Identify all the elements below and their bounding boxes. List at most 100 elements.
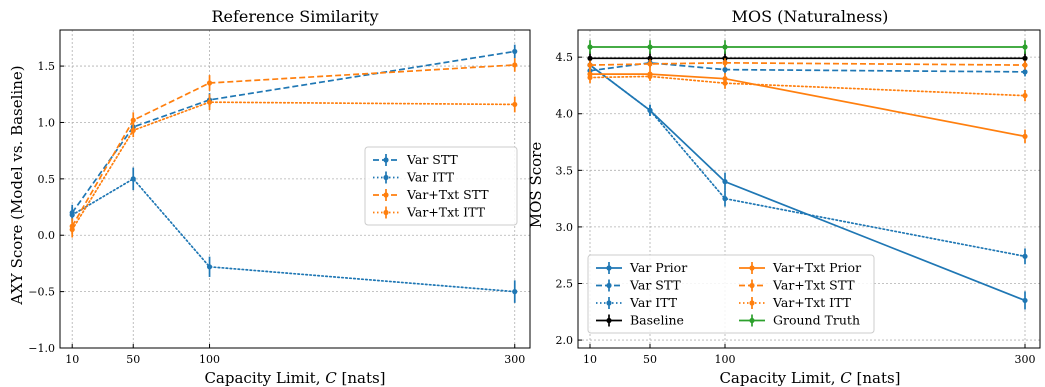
- data-point: [1022, 297, 1028, 304]
- data-point: [512, 48, 518, 55]
- data-point: [130, 117, 136, 123]
- data-point: [587, 62, 593, 68]
- legend-entry-baseline: Baseline: [596, 313, 684, 328]
- data-point: [512, 62, 518, 68]
- legend-label: Var+Txt STT: [406, 187, 489, 202]
- series-line: [589, 64, 1026, 258]
- data-point: [722, 80, 728, 86]
- legend-box: [587, 254, 875, 334]
- data-point: [722, 196, 728, 202]
- data-point: [512, 101, 518, 108]
- legend-label: Var+Txt ITT: [772, 295, 852, 310]
- x-tick-label: 300: [504, 353, 525, 366]
- series-line: [71, 50, 515, 214]
- data-point: [206, 264, 213, 270]
- y-tick-label: 2.5: [556, 277, 574, 290]
- series-var-txt-itt: [587, 71, 1028, 102]
- legend-label: Var ITT: [629, 295, 678, 310]
- series-ground-truth: [587, 40, 1028, 54]
- y-tick-label: 3.0: [556, 221, 574, 234]
- series-var-txt-stt: [587, 58, 1028, 70]
- x-tick-label: 10: [65, 353, 79, 366]
- x-tick-label: 50: [126, 353, 140, 366]
- right-y-axis-label: MOS Score: [527, 142, 545, 229]
- y-tick-label: 0.0: [38, 229, 56, 242]
- y-tick-label: 4.5: [556, 51, 574, 64]
- y-tick-label: 4.0: [556, 108, 574, 121]
- y-tick-label: −1.0: [28, 342, 55, 355]
- series-var-itt: [69, 167, 518, 303]
- legend-marker: [383, 157, 389, 163]
- legend-marker: [606, 282, 612, 289]
- data-point: [587, 44, 593, 50]
- plot-frame: [577, 29, 1041, 349]
- series-line: [71, 177, 516, 293]
- data-point: [722, 179, 728, 185]
- legend-marker: [383, 192, 389, 198]
- data-point: [647, 107, 653, 113]
- data-point: [69, 212, 75, 218]
- legend-box: [364, 146, 518, 226]
- series-line: [589, 61, 1026, 66]
- legend-marker: [606, 317, 612, 324]
- left-x-axis-label: Capacity Limit, C [nats]: [204, 369, 385, 387]
- data-point: [647, 55, 653, 61]
- legend-entry-var-txt-itt: Var+Txt ITT: [739, 295, 852, 310]
- legend-marker: [606, 300, 612, 306]
- data-point: [206, 99, 213, 105]
- x-tick-label: 100: [715, 353, 736, 366]
- legend-entry-var-txt-prior: Var+Txt Prior: [739, 260, 861, 275]
- data-point: [1022, 44, 1028, 50]
- legend-marker: [383, 174, 389, 181]
- x-tick-label: 300: [1015, 353, 1036, 366]
- data-point: [587, 55, 593, 61]
- legend-label: Var STT: [629, 278, 681, 293]
- data-point: [722, 44, 728, 50]
- data-point: [647, 73, 653, 79]
- legend-marker: [749, 282, 755, 289]
- x-tick-label: 100: [199, 353, 220, 366]
- data-point: [647, 44, 653, 50]
- legend-entry-var-stt: Var STT: [373, 152, 458, 167]
- legend-entry-var-stt: Var STT: [596, 278, 681, 293]
- data-point: [1022, 133, 1028, 139]
- y-tick-label: 0.5: [38, 173, 56, 186]
- series-line: [589, 61, 1026, 73]
- right-panel-title: MOS (Naturalness): [732, 7, 889, 26]
- data-point: [587, 74, 593, 81]
- left-y-axis-label: AXY Score (Model vs. Baseline): [8, 65, 26, 305]
- data-point: [69, 226, 75, 233]
- series-var-itt: [587, 59, 1028, 265]
- series-line: [71, 64, 515, 227]
- series-line: [589, 75, 1026, 97]
- x-tick-label: 10: [583, 353, 597, 366]
- legend-marker: [749, 300, 755, 306]
- mos-naturalness-panel: MOS (Naturalness) MOS Score Capacity Lim…: [527, 7, 1041, 387]
- data-point: [130, 127, 136, 133]
- data-point: [1022, 93, 1028, 99]
- y-tick-label: 1.0: [38, 116, 56, 129]
- legend-entry-ground-truth: Ground Truth: [739, 313, 860, 328]
- left-panel-title: Reference Similarity: [211, 7, 378, 26]
- legend-entry-var-itt: Var ITT: [596, 295, 678, 310]
- reference-similarity-panel: Reference Similarity AXY Score (Model vs…: [8, 7, 531, 387]
- legend-marker: [606, 265, 612, 271]
- legend-entry-var-txt-stt: Var+Txt STT: [739, 278, 855, 293]
- data-point: [1022, 69, 1028, 75]
- series-line: [71, 101, 516, 231]
- legend-label: Var Prior: [629, 260, 687, 275]
- legend: Var STT Var ITT Var+Txt STT Var+Txt ITT: [364, 146, 518, 226]
- legend-entry-var-prior: Var Prior: [596, 260, 687, 275]
- legend: Var Prior Var STT Var ITT Baseline Var+Txt P…: [587, 254, 875, 334]
- legend-label: Var STT: [406, 152, 458, 167]
- y-tick-label: −0.5: [28, 286, 55, 299]
- data-point: [722, 67, 728, 73]
- legend-label: Var+Txt STT: [772, 278, 855, 293]
- legend-marker: [749, 265, 755, 271]
- data-point: [1022, 253, 1028, 259]
- y-tick-label: 2.0: [556, 334, 574, 347]
- data-point: [206, 80, 213, 86]
- series-line: [590, 73, 1026, 138]
- series-var-txt-prior: [587, 68, 1028, 144]
